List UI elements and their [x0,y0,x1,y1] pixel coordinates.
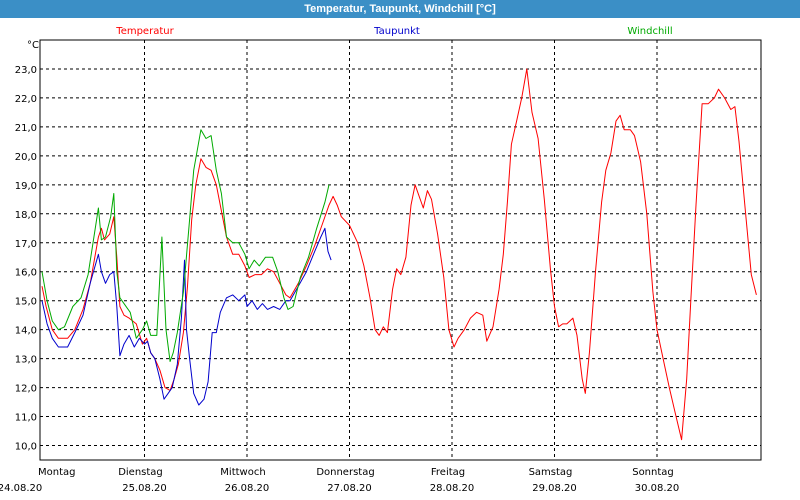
line-chart: Temperatur Taupunkt Windchill °C 10,0 11,… [0,26,762,494]
y-tick-label: 15,0 [15,297,37,308]
x-tick-day: Mittwoch [220,467,265,478]
y-tick-label: 21,0 [15,123,37,134]
series-temperatur [41,68,757,441]
x-tick-date: 25.08.20 [122,483,167,494]
plot-area-frame [39,39,762,461]
x-tick-day: Sonntag [632,467,674,478]
grid-lines [40,40,761,460]
series-windchill [41,129,330,362]
y-tick-label: 17,0 [15,239,37,250]
x-tick-date: 28.08.20 [430,483,475,494]
x-tick-day: Montag [38,467,75,478]
x-tick-day: Samstag [529,467,573,478]
x-tick-date: 24.08.20 [0,483,42,494]
window-title: Temperatur, Taupunkt, Windchill [°C] [0,0,800,18]
series-lines [41,68,757,441]
series-line-windchill [41,129,330,362]
y-tick-label: 12,0 [15,384,37,395]
y-tick-label: 18,0 [15,210,37,221]
y-tick-label: 22,0 [15,94,37,105]
x-tick-date: 29.08.20 [532,483,577,494]
y-tick-label: 19,0 [15,181,37,192]
series-line-temperatur [41,68,757,441]
x-tick-day: Dienstag [118,467,163,478]
legend: Temperatur Taupunkt Windchill [115,26,672,37]
legend-windchill: Windchill [627,26,672,37]
y-tick-label: 13,0 [15,355,37,366]
y-tick-label: 11,0 [15,413,37,424]
y-tick-label: 20,0 [15,152,37,163]
y-tick-label: 23,0 [15,65,37,76]
series-line-taupunkt [41,227,332,406]
y-tick-label: 14,0 [15,326,37,337]
series-taupunkt [41,227,332,406]
y-tick-label: 10,0 [15,442,37,453]
x-tick-date: 30.08.20 [635,483,680,494]
x-tick-day: Freitag [431,467,465,478]
x-tick-date: 26.08.20 [225,483,270,494]
legend-temperatur: Temperatur [115,26,174,37]
y-tick-label: 16,0 [15,268,37,279]
x-axis-ticks: Montag 24.08.20 Dienstag 25.08.20 Mittwoch 26… [0,467,679,494]
y-axis-ticks: 10,0 11,0 12,0 13,0 14,0 15,0 16,0 17,0 18,0 19,0… [15,65,37,453]
x-tick-date: 27.08.20 [327,483,372,494]
legend-taupunkt: Taupunkt [373,26,420,37]
x-tick-day: Donnerstag [316,467,374,478]
y-axis-unit: °C [27,40,39,51]
